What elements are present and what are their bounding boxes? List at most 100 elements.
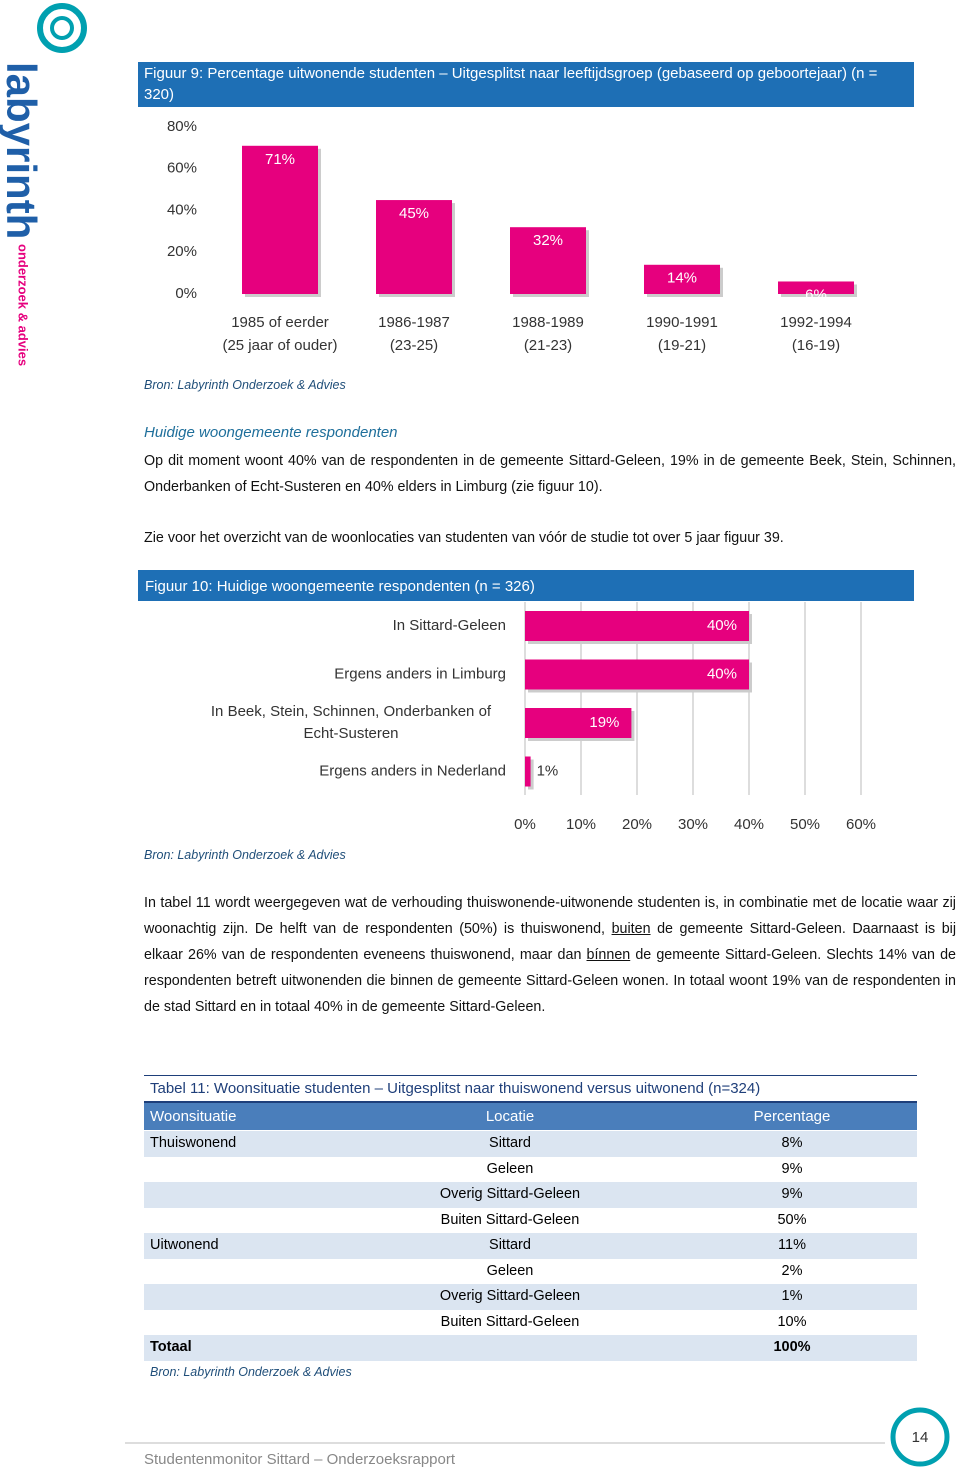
x-tick-label: (25 jaar of ouder)	[222, 337, 337, 354]
logo-name: labyrinth	[0, 62, 45, 239]
figure-title: Figuur 9: Percentage uitwonende studente…	[144, 65, 878, 103]
row-band	[144, 1182, 917, 1208]
bar	[525, 611, 749, 641]
x-tick-label: 20%	[622, 816, 652, 833]
bar	[525, 756, 531, 787]
table-cell: Overig Sittard-Geleen	[439, 1288, 581, 1304]
figure-header	[138, 62, 914, 107]
x-tick-label: 1986-1987	[378, 314, 450, 331]
table-cell: Geleen	[486, 1160, 534, 1177]
table-cell: Buiten Sittard-Geleen	[440, 1313, 580, 1330]
x-tick-label: 1985 of eerder	[231, 314, 329, 331]
table-cell: Geleen	[486, 1262, 534, 1279]
table-cell: 50%	[777, 1211, 807, 1228]
row-label: Thuiswonend	[150, 1135, 237, 1151]
logo-icon	[37, 3, 87, 53]
paragraph: Zie voor het overzicht van de woonlocati…	[144, 525, 956, 551]
source: Bron: Labyrinth Onderzoek & Advies	[150, 1365, 352, 1379]
x-tick-label: 1992-1994	[780, 314, 852, 331]
rule	[144, 1101, 917, 1103]
table-cell: Overig Sittard-Geleen	[439, 1186, 581, 1202]
value-label: 71%	[265, 151, 295, 168]
text: de gemeente Sittard-Geleen. Daarnaast is…	[144, 921, 957, 963]
logo-tagline: onderzoek & advies	[16, 244, 31, 366]
row-band	[144, 1131, 917, 1157]
figure-title: Figuur 10: Huidige woongemeente responde…	[145, 578, 535, 595]
y-tick-label: Ergens anders in Nederland	[319, 762, 506, 779]
value-label: 6%	[805, 286, 827, 303]
logo-icon	[50, 16, 74, 40]
text: de gemeente Sittard-Geleen. Slechts 14% …	[144, 947, 956, 1015]
x-tick-label: 0%	[514, 816, 536, 833]
bar	[242, 145, 318, 294]
value-label: 19%	[589, 714, 619, 731]
x-tick-label: 1990-1991	[646, 314, 718, 331]
y-tick-label: Ergens anders in Limburg	[334, 665, 506, 682]
header-row	[144, 1103, 917, 1130]
paragraph: In tabel 11 wordt weergegeven wat de ver…	[144, 890, 956, 1020]
row-band	[144, 1233, 917, 1259]
y-tick-label: 80%	[167, 118, 197, 135]
text: Zie voor het overzicht van de woonlocati…	[144, 530, 784, 546]
x-tick-label: 50%	[790, 816, 820, 833]
value-label: 45%	[399, 205, 429, 222]
x-tick-label: 30%	[678, 816, 708, 833]
table-cell: Sittard	[489, 1237, 531, 1253]
y-tick-label: 20%	[167, 243, 197, 260]
bar	[510, 227, 586, 294]
bar	[525, 659, 749, 690]
table-title: Tabel 11: Woonsituatie studenten – Uitge…	[150, 1080, 761, 1097]
text: buiten	[611, 921, 651, 937]
x-tick-label: 40%	[734, 816, 764, 833]
page-badge	[890, 1407, 950, 1467]
total-label: Totaal	[150, 1339, 192, 1355]
heading: Huidige woongemeente respondenten	[144, 424, 398, 441]
page-number: 14	[912, 1429, 929, 1446]
value-label: 40%	[707, 665, 737, 682]
table-cell: 1%	[781, 1288, 803, 1304]
bar	[778, 281, 854, 294]
x-tick-label: 60%	[846, 816, 876, 833]
bar-shadow	[528, 759, 534, 790]
header-cell: Woonsituatie	[150, 1108, 237, 1125]
table-cell: 10%	[777, 1313, 807, 1330]
y-tick-label: 40%	[167, 201, 197, 218]
x-tick-label: (16-19)	[792, 337, 840, 354]
y-tick-label: 0%	[175, 285, 197, 302]
figure-header	[138, 570, 914, 601]
source: Bron: Labyrinth Onderzoek & Advies	[144, 378, 346, 392]
source: Bron: Labyrinth Onderzoek & Advies	[144, 848, 346, 862]
table-cell: Sittard	[489, 1135, 531, 1151]
x-tick-label: (23-25)	[390, 337, 438, 354]
value-label: 40%	[707, 617, 737, 634]
text: Op dit moment woont 40% van de responden…	[144, 453, 956, 495]
table-cell: Buiten Sittard-Geleen	[440, 1211, 580, 1228]
table-cell: 9%	[781, 1160, 803, 1177]
table-cell: 2%	[781, 1262, 803, 1279]
rule	[144, 1075, 917, 1076]
y-tick-label: In Sittard-Geleen	[393, 617, 506, 634]
table-cell: 9%	[781, 1186, 803, 1202]
total-value: 100%	[773, 1339, 811, 1355]
bar	[525, 708, 632, 738]
x-tick-label: 1988-1989	[512, 314, 584, 331]
header-cell: Locatie	[485, 1108, 535, 1125]
text: In tabel 11 wordt weergegeven wat de ver…	[144, 895, 956, 937]
row-label: Uitwonend	[150, 1237, 219, 1253]
value-label: 1%	[537, 762, 559, 779]
row-band	[144, 1284, 917, 1310]
total-row	[144, 1335, 917, 1361]
logo: labyrinth onderzoek & advies	[0, 62, 45, 366]
value-label: 32%	[533, 232, 563, 249]
text: bínnen	[586, 947, 631, 963]
table-cell: 8%	[781, 1135, 803, 1151]
table-cell: 11%	[778, 1237, 806, 1253]
x-tick-label: (19-21)	[658, 337, 706, 354]
footer-text: Studentenmonitor Sittard – Onderzoeksrap…	[144, 1451, 456, 1468]
x-tick-label: (21-23)	[524, 337, 572, 354]
y-tick-label: 60%	[167, 160, 197, 177]
table: Tabel 11: Woonsituatie studenten – Uitge…	[144, 1075, 917, 1361]
y-tick-label: Echt-Susteren	[303, 725, 398, 742]
